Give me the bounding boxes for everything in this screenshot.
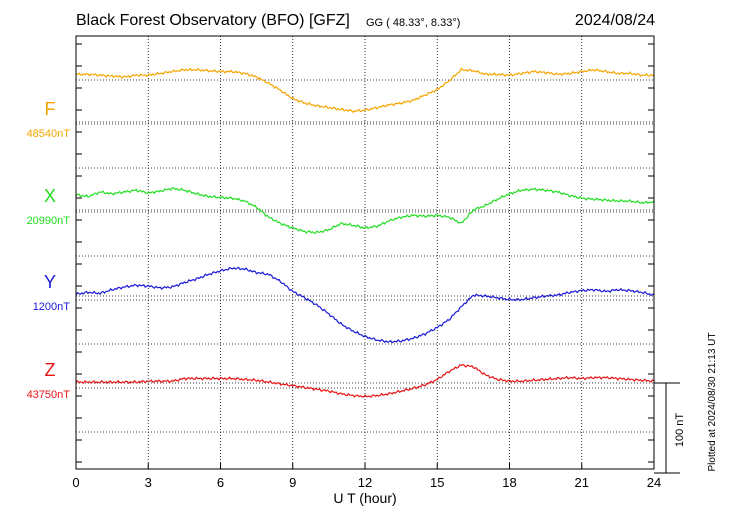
series-name-f: F <box>45 99 56 119</box>
scale-bar: 100 nT <box>654 382 686 474</box>
series-line-y <box>75 266 655 344</box>
series-name-y: Y <box>44 272 56 292</box>
x-axis-ticks: 0 3 6 9 12 15 18 21 24 <box>72 463 661 490</box>
series-line-f <box>75 67 655 114</box>
series-baseline-y: 1200nT <box>33 301 71 313</box>
series-name-x: X <box>44 186 56 206</box>
x-tick-label: 15 <box>430 475 444 490</box>
x-tick-label: 21 <box>575 475 589 490</box>
baseline-lines <box>76 121 654 384</box>
x-tick-label: 3 <box>145 475 152 490</box>
scale-bar-label: 100 nT <box>674 413 686 448</box>
plotted-timestamp: Plotted at 2024/08/30 21:13 UT <box>707 333 718 472</box>
chart-title: Black Forest Observatory (BFO) [GFZ] <box>76 12 350 29</box>
chart-date: 2024/08/24 <box>575 12 655 29</box>
x-tick-label: 18 <box>502 475 516 490</box>
series-baseline-z: 43750nT <box>27 389 71 401</box>
series-line-z <box>75 363 655 399</box>
x-tick-label: 6 <box>217 475 224 490</box>
series-line-x <box>75 187 655 235</box>
x-tick-label: 9 <box>289 475 296 490</box>
grid-lines <box>76 36 654 469</box>
plot-frame <box>75 35 655 470</box>
series-labels: F 48540nT X 20990nT Y 1200nT Z 43750nT <box>27 99 71 401</box>
x-axis-label: U T (hour) <box>333 490 396 506</box>
series-name-z: Z <box>45 360 56 380</box>
series-baseline-x: 20990nT <box>27 215 71 227</box>
x-tick-label: 0 <box>72 475 79 490</box>
series-baseline-f: 48540nT <box>27 128 71 140</box>
x-tick-label: 24 <box>647 475 661 490</box>
station-coordinates: GG ( 48.33°, 8.33°) <box>366 17 460 29</box>
series-lines <box>75 67 655 399</box>
x-tick-label: 12 <box>358 475 372 490</box>
